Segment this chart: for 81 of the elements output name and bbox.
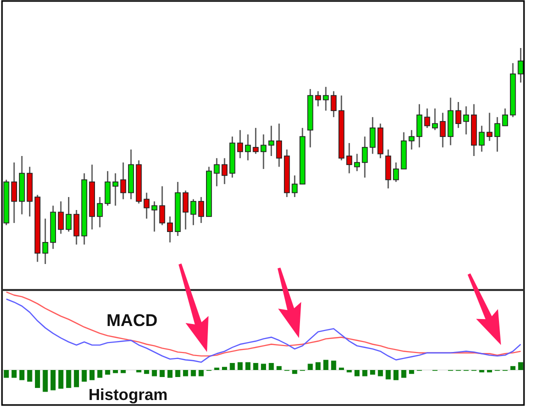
bar — [409, 370, 414, 374]
bar — [74, 370, 79, 388]
bar — [386, 370, 391, 380]
bar — [160, 370, 165, 378]
bar — [316, 362, 321, 370]
candlestick — [518, 47, 524, 84]
candlestick — [315, 90, 321, 107]
bar — [198, 370, 204, 376]
candlestick — [346, 142, 352, 174]
candlestick — [74, 209, 80, 246]
candlestick — [502, 108, 508, 126]
candlestick — [486, 112, 492, 142]
bar — [19, 370, 24, 380]
candlestick — [252, 127, 259, 154]
candlestick — [11, 162, 18, 224]
candlestick — [151, 200, 158, 232]
bar — [354, 370, 360, 376]
candlestick — [222, 158, 228, 185]
bar — [230, 362, 235, 370]
bar — [260, 364, 266, 370]
bar — [97, 370, 102, 378]
candlestick — [370, 116, 376, 154]
bar — [144, 370, 150, 374]
bar — [12, 370, 17, 378]
bar — [58, 370, 64, 389]
bar — [253, 362, 258, 370]
bar — [50, 370, 56, 390]
bar — [27, 370, 32, 382]
bar — [378, 370, 383, 376]
bar — [292, 370, 298, 374]
bar — [4, 370, 9, 378]
candlestick — [393, 162, 399, 183]
bar — [331, 360, 336, 370]
candlestick — [42, 218, 48, 265]
bar — [268, 362, 274, 370]
candlestick — [159, 186, 166, 226]
bar — [370, 370, 376, 375]
candlestick — [120, 162, 126, 200]
candlestick — [167, 216, 173, 244]
candlestick — [478, 125, 485, 152]
bar — [90, 370, 95, 380]
candlestick — [354, 153, 360, 172]
candlestick — [385, 148, 392, 190]
candlestick — [268, 125, 274, 157]
candlestick — [260, 134, 266, 170]
bar — [175, 370, 180, 378]
candlestick — [112, 172, 118, 206]
bar — [518, 362, 524, 370]
bar — [82, 370, 87, 382]
candlestick — [494, 116, 500, 152]
candlestick — [276, 122, 282, 168]
bar — [276, 366, 282, 370]
bar — [152, 370, 157, 376]
candlestick — [408, 129, 415, 150]
bar — [183, 370, 188, 376]
candlestick — [144, 192, 150, 220]
bar — [112, 370, 118, 374]
candlestick — [362, 136, 368, 178]
bar — [42, 370, 48, 392]
bar — [393, 370, 399, 380]
bar — [222, 366, 228, 370]
bar — [238, 362, 243, 370]
candlestick — [432, 108, 438, 131]
candlestick — [244, 134, 251, 161]
bar — [66, 370, 72, 388]
bar — [167, 370, 173, 378]
bar — [190, 370, 196, 376]
bar — [401, 370, 406, 378]
bar — [34, 370, 40, 388]
candlestick — [182, 190, 188, 230]
candlestick — [440, 112, 446, 148]
bar — [105, 370, 110, 375]
bar — [120, 370, 126, 374]
bar — [323, 360, 328, 370]
bar — [245, 362, 250, 370]
annotation: Histogram — [88, 387, 168, 404]
bar — [510, 366, 516, 370]
bar — [362, 370, 368, 376]
bar — [308, 364, 313, 370]
candlestick — [214, 158, 220, 187]
annotation: MACD — [106, 311, 158, 330]
